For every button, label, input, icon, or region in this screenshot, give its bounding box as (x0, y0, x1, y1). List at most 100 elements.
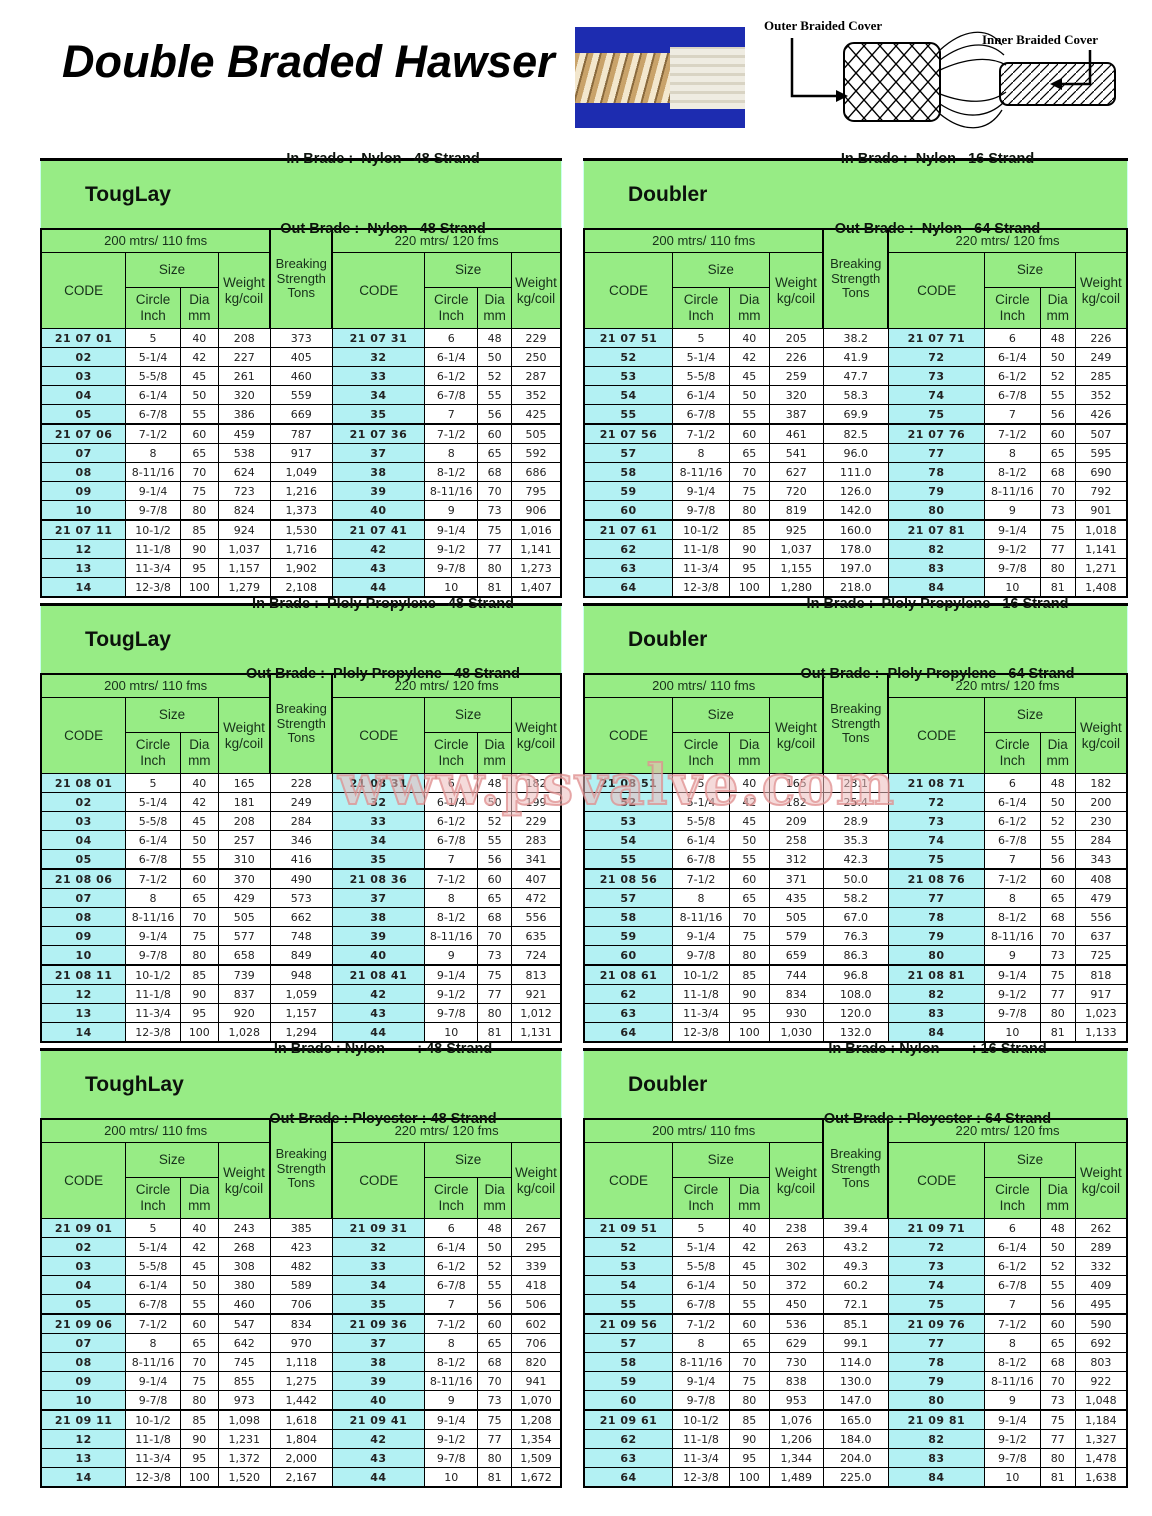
circle-inch-cell: 11-1/8 (672, 1429, 730, 1449)
weight-cell: 243 (217, 1218, 271, 1238)
dia-mm-cell: 50 (729, 830, 770, 850)
table-row: 08 8-11/16 70 624 1,049 38 8-1/2 68 686 (40, 462, 562, 482)
weight-cell: 1,016 (511, 519, 562, 540)
breaking-strength-cell: 284 (269, 811, 333, 831)
circle-inch-cell: 6 (984, 773, 1041, 793)
weight-cell: 1,028 (217, 1022, 271, 1043)
circle-inch-cell: 9-7/8 (125, 1390, 181, 1411)
table-title-bar: TougLay In Brade : Nylon 48 Strand Out B… (40, 151, 562, 237)
dia-mm-cell: 81 (1039, 577, 1076, 598)
dia-mm-cell: 95 (179, 558, 219, 578)
dia-mm-cell: 68 (1039, 462, 1076, 482)
code-cell: 35 (331, 849, 426, 870)
table-row: 02 5-1/4 42 181 249 32 6-1/4 50 199 (40, 792, 562, 812)
circle-inch-cell: 6-1/4 (125, 830, 181, 850)
circle-inch-cell: 6-7/8 (672, 404, 730, 425)
code-cell: 21 09 61 (583, 1409, 673, 1430)
dia-mm-cell: 85 (179, 1409, 219, 1430)
weight-cell: 418 (511, 1275, 562, 1295)
weight-cell: 723 (217, 481, 271, 501)
table-row: 52 5-1/4 42 182 25.4 72 6-1/4 50 200 (583, 792, 1128, 812)
code-cell: 62 (583, 984, 673, 1004)
code-cell: 21 08 61 (583, 964, 673, 985)
weight-cell: 1,279 (217, 577, 271, 598)
circle-inch-cell: 8-11/16 (424, 926, 479, 946)
circle-inch-cell: 6-1/4 (125, 385, 181, 405)
weight-cell: 820 (511, 1352, 562, 1372)
code-cell: 10 (40, 1390, 127, 1411)
weight-cell: 1,141 (1074, 539, 1128, 559)
circle-inch-cell: 10 (424, 577, 479, 598)
circle-inch-cell: 5-5/8 (672, 366, 730, 386)
table-row: 21 07 56 7-1/2 60 461 82.5 21 07 76 7-1/2 60 507 (583, 423, 1128, 444)
dia-mm-cell: 70 (477, 481, 513, 501)
col-header-weight: Weight kg/coil (1074, 697, 1128, 774)
weight-cell: 507 (1074, 423, 1128, 444)
code-cell: 09 (40, 1371, 127, 1391)
table-row: 62 11-1/8 90 1,037 178.0 82 9-1/2 77 1,141 (583, 539, 1128, 559)
col-header-breaking-strength: Breaking Strength Tons (822, 1118, 890, 1219)
weight-cell: 692 (1074, 1333, 1128, 1353)
circle-inch-cell: 8 (672, 888, 730, 908)
dia-mm-cell: 75 (477, 519, 513, 540)
col-header-code: CODE (887, 1142, 986, 1219)
dia-mm-cell: 80 (729, 945, 770, 966)
dia-mm-cell: 55 (477, 1275, 513, 1295)
brade-info: In Brade : Nylon 16 Strand Out Brade : N… (748, 102, 1127, 288)
code-cell: 53 (583, 366, 673, 386)
dia-mm-cell: 100 (179, 577, 219, 598)
weight-cell: 258 (768, 830, 824, 850)
circle-inch-cell: 10-1/2 (125, 964, 181, 985)
dia-mm-cell: 65 (477, 443, 513, 463)
col-header-size: Size (424, 697, 513, 733)
table-row: 58 8-11/16 70 627 111.0 78 8-1/2 68 690 (583, 462, 1128, 482)
circle-inch-cell: 5 (672, 1218, 730, 1238)
circle-inch-cell: 7-1/2 (672, 1313, 730, 1334)
circle-inch-cell: 5 (125, 1218, 181, 1238)
circle-inch-cell: 6-1/4 (424, 792, 479, 812)
code-cell: 43 (331, 558, 426, 578)
breaking-strength-cell: 787 (269, 423, 333, 444)
table-title-bar: TougLay In Brade : Ploly Propylene 48 St… (40, 596, 562, 682)
table-title-bar: Doubler In Brade : Nylon : 16 Strand Out… (583, 1041, 1128, 1127)
spec-table-section: TougLay In Brade : Nylon 48 Strand Out B… (40, 151, 562, 598)
code-cell: 77 (887, 1333, 986, 1353)
circle-inch-cell: 11-1/8 (672, 539, 730, 559)
circle-inch-cell: 7-1/2 (984, 423, 1041, 444)
col-header-weight: Weight kg/coil (511, 252, 562, 329)
code-cell: 07 (40, 888, 127, 908)
weight-cell: 339 (511, 1256, 562, 1276)
code-cell: 73 (887, 811, 986, 831)
table-row: 21 07 61 10-1/2 85 925 160.0 21 07 81 9-1/4 75 1… (583, 519, 1128, 540)
dia-mm-cell: 65 (477, 888, 513, 908)
code-cell: 77 (887, 443, 986, 463)
dia-mm-cell: 52 (477, 811, 513, 831)
circle-inch-cell: 11-1/8 (672, 984, 730, 1004)
code-cell: 63 (583, 1448, 673, 1468)
weight-cell: 745 (217, 1352, 271, 1372)
dia-mm-cell: 48 (477, 328, 513, 348)
breaking-strength-cell: 2,167 (269, 1467, 333, 1488)
col-header-circle-inch: Circle Inch (672, 1177, 730, 1219)
circle-inch-cell: 9-1/2 (424, 539, 479, 559)
circle-inch-cell: 12-3/8 (672, 1467, 730, 1488)
weight-cell: 505 (217, 907, 271, 927)
circle-inch-cell: 6-7/8 (125, 404, 181, 425)
col-header-size: Size (125, 697, 219, 733)
outer-braided-cover-label: Outer Braided Cover (764, 18, 883, 33)
weight-cell: 289 (1074, 1237, 1128, 1257)
code-cell: 78 (887, 462, 986, 482)
breaking-strength-cell: 1,804 (269, 1429, 333, 1449)
weight-cell: 541 (768, 443, 824, 463)
spec-table-section: Doubler In Brade : Nylon : 16 Strand Out… (583, 1041, 1128, 1488)
table-row: 14 12-3/8 100 1,028 1,294 44 10 81 1,131 (40, 1022, 562, 1043)
circle-inch-cell: 8 (672, 443, 730, 463)
circle-inch-cell: 11-3/4 (672, 1448, 730, 1468)
table-row: 14 12-3/8 100 1,279 2,108 44 10 81 1,407 (40, 577, 562, 598)
circle-inch-cell: 8 (984, 1333, 1041, 1353)
table-row: 53 5-5/8 45 259 47.7 73 6-1/2 52 285 (583, 366, 1128, 386)
weight-cell: 602 (511, 1313, 562, 1334)
circle-inch-cell: 5-1/4 (125, 792, 181, 812)
dia-mm-cell: 65 (477, 1333, 513, 1353)
col-header-circle-inch: Circle Inch (672, 732, 730, 774)
